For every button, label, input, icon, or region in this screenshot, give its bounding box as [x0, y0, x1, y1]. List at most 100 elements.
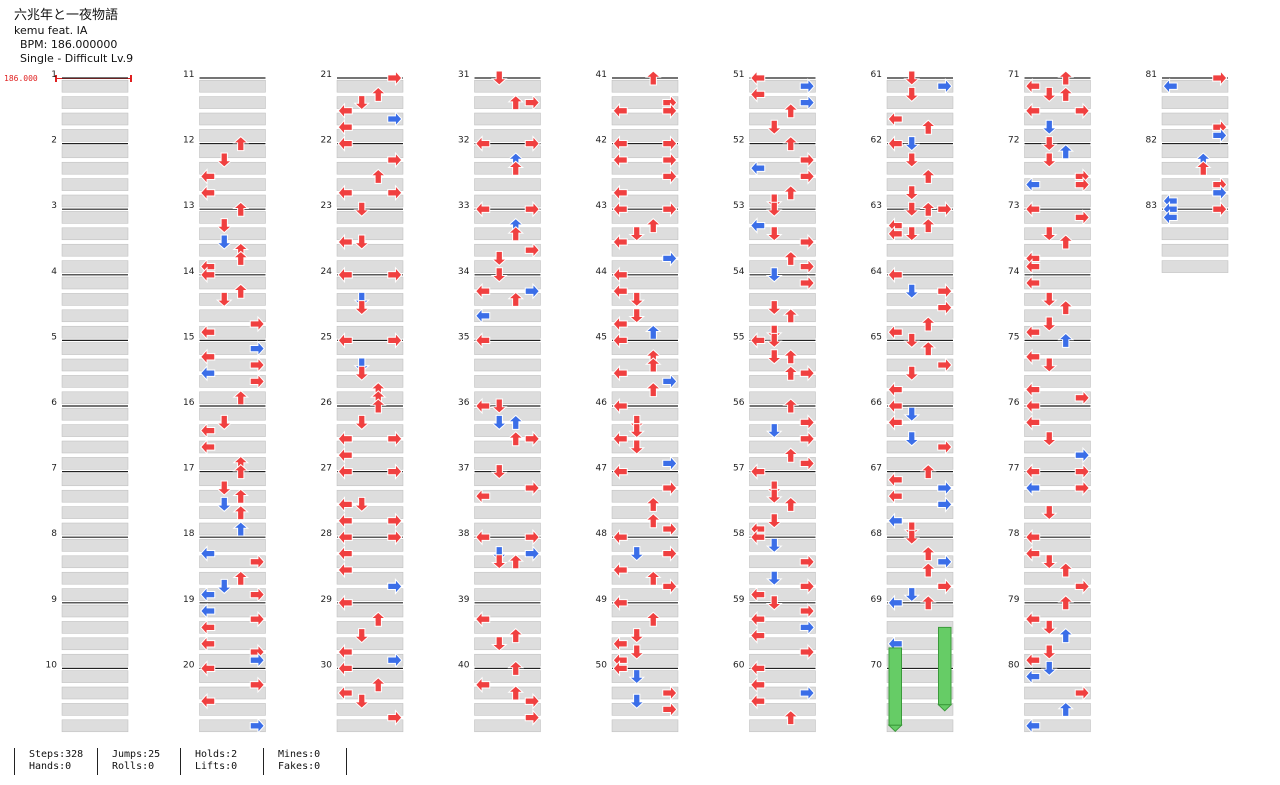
measure-number: 74	[1008, 267, 1020, 277]
beat-band	[611, 178, 679, 191]
beat-band	[1024, 473, 1091, 487]
beat-band	[611, 407, 679, 421]
up-arrow-red	[507, 431, 525, 447]
down-arrow-red	[353, 365, 371, 381]
beat-band	[199, 276, 266, 290]
beat-band	[336, 325, 404, 339]
beat-band	[1024, 129, 1091, 142]
arrow-shape	[1040, 660, 1058, 677]
beat-band	[474, 522, 541, 536]
left-arrow-red	[337, 684, 353, 702]
right-arrow-blue	[1212, 184, 1228, 202]
arrow-shape	[887, 135, 903, 152]
down-arrow-blue	[765, 423, 783, 439]
arrow-shape	[337, 135, 353, 152]
arrow-shape	[612, 397, 628, 415]
right-arrow-red	[799, 553, 815, 571]
beat-band	[474, 555, 541, 569]
beat-band	[61, 424, 129, 437]
down-arrow-red	[353, 95, 371, 111]
beat-band	[199, 539, 266, 552]
beat-band	[1161, 129, 1229, 142]
beat-band	[199, 555, 266, 569]
right-arrow-red	[662, 520, 678, 538]
measure-number: 61	[871, 70, 882, 80]
down-arrow-red	[765, 226, 783, 242]
arrow-shape	[919, 168, 937, 184]
beat-band	[61, 243, 129, 257]
measure-number: 71	[1008, 70, 1019, 80]
beat-band	[474, 473, 541, 487]
left-arrow-blue	[750, 159, 766, 177]
arrow-shape	[903, 185, 921, 201]
measure-30: 30	[321, 660, 404, 733]
left-arrow-red	[612, 463, 628, 480]
arrow-shape	[475, 487, 491, 505]
arrow-shape	[232, 390, 250, 406]
beat-band	[199, 79, 266, 93]
arrow-shape	[1212, 200, 1228, 218]
down-arrow-red	[903, 86, 921, 103]
beat-band	[611, 342, 679, 355]
measure-number: 35	[458, 332, 469, 342]
arrow-shape	[490, 414, 508, 431]
right-arrow-red	[387, 463, 403, 480]
right-arrow-red	[387, 709, 403, 726]
arrow-shape	[750, 217, 766, 234]
beat-band	[611, 522, 679, 536]
measure-number: 19	[183, 595, 195, 605]
measure-17: 17	[183, 464, 266, 537]
arrow-shape	[475, 200, 491, 218]
up-arrow-red	[644, 357, 662, 373]
arrow-shape	[1057, 627, 1075, 644]
beat-band	[199, 194, 266, 208]
arrow-shape	[507, 160, 525, 176]
right-arrow-red	[799, 602, 815, 620]
beat-band	[199, 309, 266, 323]
right-arrow-red	[662, 545, 678, 562]
arrow-shape	[1057, 595, 1075, 611]
right-arrow-red	[1074, 176, 1090, 193]
arrow-shape	[1040, 619, 1058, 636]
measure-35: 35	[458, 332, 541, 405]
beat-band	[886, 522, 954, 536]
measure-42: 42	[596, 135, 679, 208]
right-arrow-red	[524, 479, 540, 497]
beat-band	[61, 260, 129, 273]
measure-64: 64	[871, 266, 954, 341]
measure-number: 55	[733, 332, 744, 342]
arrow-shape	[1057, 701, 1075, 717]
right-arrow-red	[524, 709, 540, 726]
stat-rolls: Rolls:0	[112, 761, 155, 772]
down-arrow-red	[215, 218, 233, 234]
measure-20: 20	[183, 660, 266, 735]
right-arrow-red	[249, 553, 265, 571]
beat-band	[886, 358, 954, 372]
left-arrow-red	[337, 561, 353, 579]
song-header: 六兆年と一夜物語 kemu feat. IA BPM: 186.000000 S…	[14, 8, 133, 66]
down-arrow-red	[628, 226, 646, 242]
beat-band	[336, 604, 404, 618]
beat-band	[611, 227, 679, 241]
beat-band	[474, 440, 541, 454]
left-arrow-blue	[1162, 209, 1178, 226]
beat-band	[1024, 686, 1091, 700]
beat-band	[1024, 342, 1091, 355]
beat-band	[611, 260, 679, 273]
right-arrow-blue	[662, 373, 678, 390]
arrow-shape	[232, 521, 250, 537]
down-arrow-red	[903, 201, 921, 217]
left-arrow-red	[1025, 348, 1041, 366]
left-arrow-red	[1025, 381, 1041, 398]
arrow-shape	[1025, 479, 1041, 497]
beat-band	[336, 178, 404, 191]
measure-25: 25	[321, 332, 404, 406]
arrow-shape	[1074, 102, 1090, 120]
measure-number: 26	[321, 398, 333, 408]
arrow-shape	[782, 103, 800, 119]
stat-jumps: Jumps:25	[112, 749, 161, 760]
down-arrow-red	[353, 414, 371, 431]
beat-band	[611, 539, 679, 552]
up-arrow-red	[644, 496, 662, 512]
down-arrow-red	[1040, 316, 1058, 332]
